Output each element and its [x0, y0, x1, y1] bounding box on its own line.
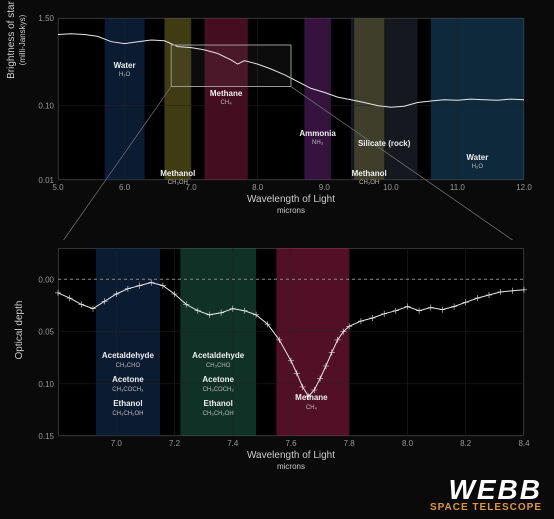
svg-text:Ethanol: Ethanol	[204, 399, 233, 408]
svg-text:0.15: 0.15	[38, 432, 54, 441]
svg-text:8.0: 8.0	[402, 439, 414, 448]
svg-text:7.0: 7.0	[111, 439, 123, 448]
svg-text:CH₃CH₂OH: CH₃CH₂OH	[112, 411, 143, 417]
svg-text:8.2: 8.2	[460, 439, 472, 448]
svg-text:CH₃COCH₃: CH₃COCH₃	[203, 387, 235, 393]
bottom-xlabel: Wavelength of Light microns	[58, 450, 524, 472]
bottom-xlabel-text: Wavelength of Light	[247, 450, 335, 461]
svg-text:7.8: 7.8	[344, 439, 356, 448]
bottom-ylabel: Optical depth	[14, 280, 25, 380]
svg-text:0.10: 0.10	[38, 380, 54, 389]
svg-text:Acetone: Acetone	[112, 375, 144, 384]
svg-text:0.05: 0.05	[38, 328, 54, 337]
svg-text:Methane: Methane	[295, 393, 328, 402]
svg-text:CH₃CH₂OH: CH₃CH₂OH	[203, 411, 234, 417]
svg-text:8.4: 8.4	[518, 439, 530, 448]
svg-text:Acetone: Acetone	[202, 375, 234, 384]
svg-text:Ethanol: Ethanol	[113, 399, 142, 408]
logo-sub-text: SPACE TELESCOPE	[430, 502, 542, 513]
svg-text:Acetaldehyde: Acetaldehyde	[102, 351, 155, 360]
svg-text:CH₃COCH₃: CH₃COCH₃	[112, 387, 144, 393]
bottom-ylabel-text: Optical depth	[14, 301, 25, 360]
svg-text:0.00: 0.00	[38, 275, 54, 284]
svg-text:CH₄: CH₄	[306, 405, 318, 411]
svg-text:Acetaldehyde: Acetaldehyde	[192, 351, 245, 360]
svg-text:CH₃CHO: CH₃CHO	[116, 363, 141, 369]
svg-text:7.4: 7.4	[227, 439, 239, 448]
svg-text:CH₃CHO: CH₃CHO	[206, 363, 231, 369]
svg-text:7.6: 7.6	[285, 439, 297, 448]
bottom-xlabel-sub: microns	[277, 462, 305, 471]
webb-logo: WEBB SPACE TELESCOPE	[430, 474, 542, 513]
svg-text:7.2: 7.2	[169, 439, 181, 448]
bottom-chart-svg: 7.0 7.2 7.4 7.6 7.8 8.0 8.2 8.4 0.00 0.05 0.10 0.15…	[0, 0, 554, 519]
